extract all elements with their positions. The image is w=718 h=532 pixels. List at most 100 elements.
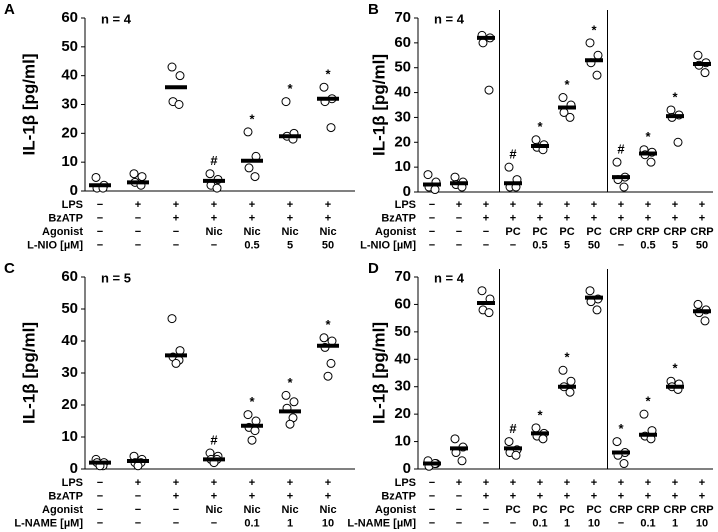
table-cell: + (564, 477, 570, 489)
table-cell: − (456, 226, 462, 238)
data-point (566, 376, 576, 386)
panel-label: C (4, 260, 15, 277)
table-cell: − (456, 504, 462, 516)
row-label: BzATP (381, 490, 416, 502)
significance-marker: * (564, 350, 570, 365)
data-point (281, 390, 291, 400)
table-cell: − (618, 517, 624, 529)
data-point (666, 105, 676, 115)
data-point (319, 333, 329, 343)
table-cell: + (456, 199, 462, 211)
row-label: L-NAME [µM] (14, 517, 83, 529)
data-point (504, 437, 514, 447)
y-tick-label: 40 (394, 350, 411, 367)
table-cell: − (456, 517, 462, 529)
data-point (558, 93, 568, 103)
table-cell: − (429, 477, 435, 489)
table-cell: + (537, 477, 543, 489)
data-point (450, 434, 460, 444)
table-cell: 10 (696, 517, 708, 529)
data-point (171, 358, 181, 368)
table-cell: CRP (636, 504, 659, 516)
y-tick-label: 20 (394, 133, 411, 150)
table-cell: − (483, 226, 489, 238)
row-label: LPS (395, 199, 416, 211)
table-cell: + (249, 212, 255, 224)
table-cell: − (173, 517, 179, 529)
table-cell: − (173, 504, 179, 516)
table-cell: − (429, 199, 435, 211)
table-cell: − (483, 517, 489, 529)
table-cell: Nic (319, 226, 336, 238)
table-cell: 50 (696, 239, 708, 251)
table-cell: + (510, 490, 516, 502)
data-point (243, 410, 253, 420)
y-tick-label: 0 (403, 460, 411, 477)
data-point (592, 70, 602, 80)
table-cell: − (456, 239, 462, 251)
y-tick-label: 0 (70, 460, 78, 477)
significance-marker: * (325, 317, 331, 332)
table-cell: − (173, 226, 179, 238)
table-cell: − (97, 226, 103, 238)
data-point (285, 419, 295, 429)
table-cell: 0.5 (532, 239, 547, 251)
table-cell: + (672, 490, 678, 502)
panel-label: B (368, 1, 379, 18)
table-cell: − (429, 490, 435, 502)
table-cell: + (510, 212, 516, 224)
table-cell: + (699, 212, 705, 224)
data-point (243, 127, 253, 137)
data-point (484, 308, 494, 318)
table-cell: 50 (322, 239, 334, 251)
table-cell: − (510, 517, 516, 529)
table-cell: + (510, 477, 516, 489)
table-cell: − (135, 212, 141, 224)
row-label: Agonist (42, 226, 83, 238)
table-cell: 50 (588, 239, 600, 251)
y-tick-label: 40 (61, 67, 78, 84)
table-cell: − (97, 504, 103, 516)
significance-marker: * (672, 361, 678, 376)
table-cell: − (429, 239, 435, 251)
table-cell: 0.1 (244, 517, 259, 529)
table-cell: 0.1 (532, 517, 547, 529)
table-cell: + (591, 199, 597, 211)
table-cell: + (249, 477, 255, 489)
data-point (205, 169, 215, 179)
table-cell: PC (586, 226, 601, 238)
data-point (423, 170, 433, 180)
data-point (565, 112, 575, 122)
data-point (167, 62, 177, 72)
table-cell: Nic (281, 226, 298, 238)
data-point (281, 97, 291, 107)
table-cell: + (456, 477, 462, 489)
table-cell: − (429, 517, 435, 529)
table-cell: − (135, 239, 141, 251)
significance-marker: * (249, 111, 255, 126)
table-cell: + (672, 477, 678, 489)
y-tick-label: 40 (61, 332, 78, 349)
table-cell: + (618, 199, 624, 211)
significance-marker: * (618, 421, 624, 436)
y-tick-label: 10 (394, 433, 411, 450)
table-cell: PC (532, 504, 547, 516)
y-axis-label: IL-1β [pg/ml] (369, 54, 388, 156)
data-point (538, 434, 548, 444)
y-tick-label: 60 (394, 295, 411, 312)
row-label: Agonist (375, 504, 416, 516)
significance-marker: * (591, 22, 597, 37)
data-point (585, 38, 595, 48)
data-point (244, 163, 254, 173)
significance-marker: * (249, 394, 255, 409)
significance-marker: # (617, 142, 625, 157)
table-cell: − (97, 239, 103, 251)
data-point (91, 172, 101, 182)
table-cell: − (456, 212, 462, 224)
annotation: n = 4 (434, 11, 465, 26)
table-cell: + (537, 199, 543, 211)
table-cell: 1 (672, 517, 678, 529)
table-cell: + (564, 212, 570, 224)
table-cell: + (249, 199, 255, 211)
table-cell: − (135, 226, 141, 238)
